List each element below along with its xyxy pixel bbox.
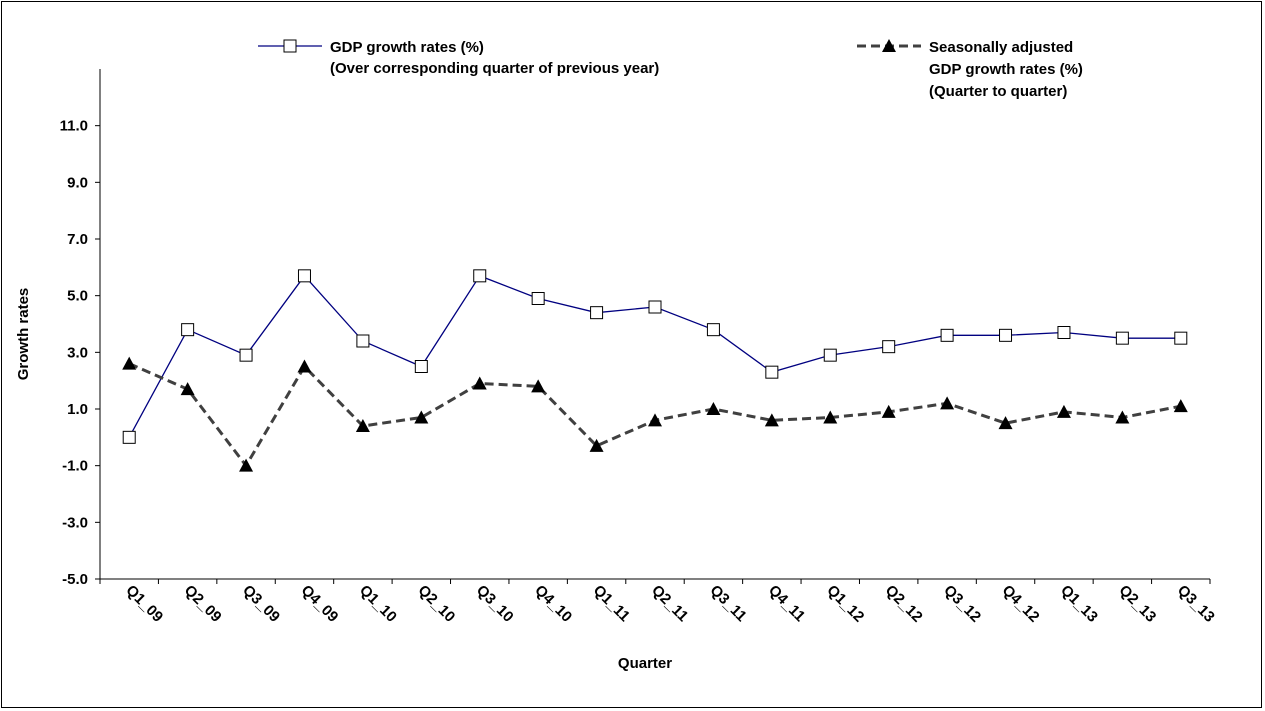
series-1-point xyxy=(531,292,545,305)
y-tick-label: 9.0 xyxy=(67,174,88,191)
x-tick-label: Q1_13 xyxy=(1057,582,1101,626)
x-tick-label: Q1_10 xyxy=(356,582,400,626)
x-tick-label: Q3_11 xyxy=(707,582,750,625)
x-tick-label: Q2_13 xyxy=(1116,582,1160,626)
series-1-line xyxy=(128,274,1181,438)
legend-label: Seasonally adjusted xyxy=(929,39,1073,56)
legend-entry-2: Seasonally adjusted GDP growth rates (%) (… xyxy=(857,39,1083,100)
series-1-point xyxy=(122,430,136,444)
x-tick-label: Q2_11 xyxy=(648,582,691,625)
series-1-point xyxy=(999,328,1013,342)
series-1-point xyxy=(1115,331,1129,345)
axes: -5.0 -3.0 -1.0 1.0 3.0 5.0 7.0 9.0 11.0 Q1_09 Q2_0… xyxy=(60,69,1218,626)
y-tick-label: -1.0 xyxy=(62,458,88,475)
series-layer xyxy=(122,269,1188,472)
x-tick-label: Q3_13 xyxy=(1174,582,1218,626)
legend-entry-1: GDP growth rates (%) (Over corresponding … xyxy=(258,39,659,77)
series-1-point xyxy=(1057,326,1071,339)
series-2-point xyxy=(1115,410,1130,424)
series-1-point xyxy=(706,323,720,337)
series-2-point xyxy=(648,413,662,427)
series-1-point xyxy=(823,348,837,362)
series-2-point xyxy=(180,382,195,396)
x-tick-label: Q2_12 xyxy=(882,582,926,626)
series-2-point xyxy=(881,404,896,418)
series-1-point xyxy=(882,340,896,354)
series-2-point xyxy=(1056,404,1071,418)
y-tick-label: 3.0 xyxy=(67,344,88,361)
y-tick-label: -3.0 xyxy=(62,514,88,531)
y-tick-label: 11.0 xyxy=(60,118,88,135)
y-axis-title: Growth rates xyxy=(15,288,32,381)
y-tick-label: 5.0 xyxy=(67,288,88,305)
series-1-point xyxy=(181,323,195,337)
legend-swatch-marker xyxy=(882,39,896,52)
series-2-point xyxy=(239,458,254,472)
y-tick-label: 1.0 xyxy=(67,401,88,418)
series-1-point xyxy=(414,360,428,373)
series-1-point xyxy=(473,269,487,283)
x-tick-label: Q4_12 xyxy=(999,582,1043,626)
legend-label: (Over corresponding quarter of previous … xyxy=(330,60,659,77)
series-1-point xyxy=(356,334,370,348)
series-1-point xyxy=(297,269,311,283)
x-tick-label: Q3_09 xyxy=(239,582,283,626)
series-1-point xyxy=(765,365,779,379)
legend-label: (Quarter to quarter) xyxy=(929,83,1067,100)
x-tick-label: Q1_09 xyxy=(122,582,166,626)
x-tick-label: Q2_09 xyxy=(181,582,225,626)
series-2-point xyxy=(998,416,1013,430)
x-tick-label: Q3_10 xyxy=(473,582,517,626)
y-tick-label: -5.0 xyxy=(62,571,88,588)
x-axis-title: Quarter xyxy=(618,655,672,672)
series-1-point xyxy=(648,300,662,314)
x-tick-label: Q4_10 xyxy=(531,582,575,626)
series-2-point xyxy=(355,419,370,432)
series-2-point xyxy=(940,396,955,410)
x-tick-label: Q4_11 xyxy=(765,582,808,625)
series-1-point xyxy=(940,328,954,342)
series-1-point xyxy=(1174,331,1188,345)
x-tick-label: Q4_09 xyxy=(298,582,342,626)
x-tick-label: Q2_10 xyxy=(414,582,458,626)
series-2-point xyxy=(706,402,721,415)
series-2-point xyxy=(531,379,546,393)
legend: GDP growth rates (%) (Over corresponding … xyxy=(258,39,1083,100)
series-2-point xyxy=(122,356,137,370)
series-1 xyxy=(122,269,1188,444)
x-tick-label: Q1_11 xyxy=(590,582,633,625)
series-2-point xyxy=(764,413,779,427)
series-2-point xyxy=(472,376,487,390)
x-tick-label: Q1_12 xyxy=(823,582,867,626)
series-1-point xyxy=(239,348,253,362)
series-2-point xyxy=(297,359,312,373)
series-2 xyxy=(122,356,1188,472)
series-1-point xyxy=(590,306,604,320)
series-2-point xyxy=(823,410,838,424)
y-tick-label: 7.0 xyxy=(67,231,88,248)
x-tick-label: Q3_12 xyxy=(940,582,984,626)
legend-swatch-marker xyxy=(283,39,297,53)
legend-label: GDP growth rates (%) xyxy=(330,39,484,56)
series-2-point xyxy=(1173,399,1188,413)
series-2-point xyxy=(589,438,604,452)
series-2-point xyxy=(414,410,429,424)
legend-label: GDP growth rates (%) xyxy=(929,61,1083,78)
